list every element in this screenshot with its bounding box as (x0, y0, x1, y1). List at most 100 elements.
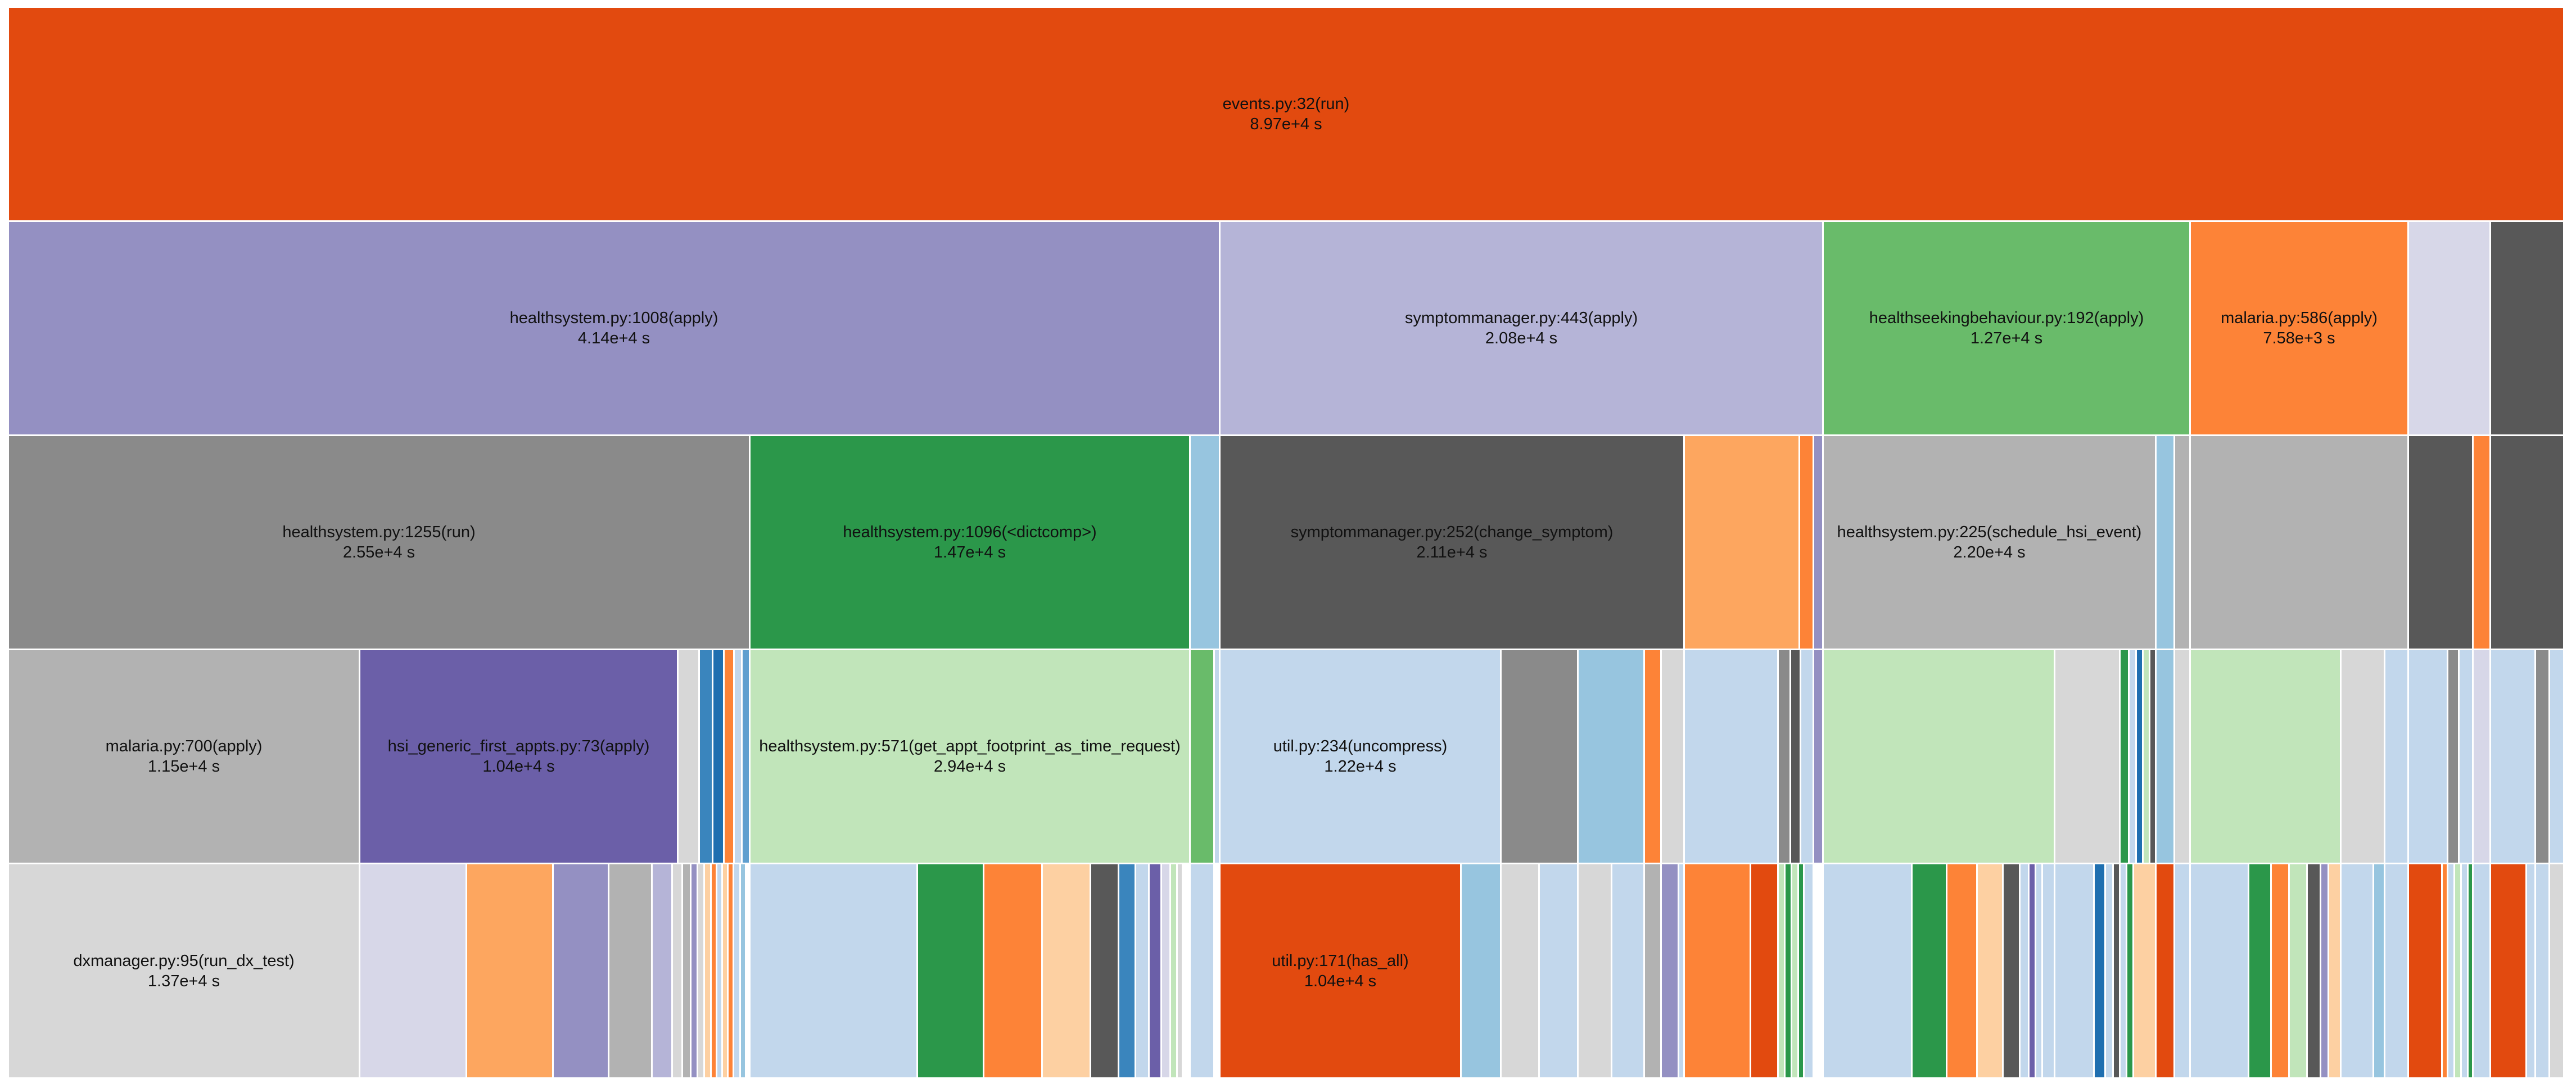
cell-unlabeled[interactable] (2491, 222, 2565, 436)
cell-unlabeled[interactable] (2043, 864, 2055, 1079)
cell-unlabeled[interactable] (2385, 864, 2409, 1079)
cell-unlabeled[interactable] (2030, 864, 2036, 1079)
cell-unlabeled[interactable] (2127, 864, 2134, 1079)
cell-unlabeled[interactable] (2191, 864, 2249, 1079)
cell-unlabeled[interactable] (2157, 650, 2175, 864)
cell-unlabeled[interactable] (1814, 436, 1824, 650)
cell-unlabeled[interactable] (723, 864, 729, 1079)
cell-unlabeled[interactable] (1792, 864, 1799, 1079)
cell-unlabeled[interactable] (2134, 864, 2157, 1079)
cell-unlabeled[interactable] (2443, 864, 2448, 1079)
cell-unlabeled[interactable] (984, 864, 1043, 1079)
cell-unlabeled[interactable] (1786, 864, 1792, 1079)
cell-unlabeled[interactable] (1685, 650, 1779, 864)
cell-unlabeled[interactable] (1645, 864, 1662, 1079)
cell-unlabeled[interactable] (735, 650, 743, 864)
cell-unlabeled[interactable] (1779, 650, 1791, 864)
cell-unlabeled[interactable] (467, 864, 554, 1079)
cell-unlabeled[interactable] (2329, 864, 2342, 1079)
cell-unlabeled[interactable] (679, 650, 700, 864)
cell-unlabeled[interactable] (712, 864, 717, 1079)
cell-unlabeled[interactable] (1799, 864, 1805, 1079)
cell-unlabeled[interactable] (1612, 864, 1645, 1079)
cell-unlabeled[interactable] (554, 864, 609, 1079)
cell-unlabeled[interactable] (1136, 864, 1150, 1079)
cell-unlabeled[interactable] (2144, 650, 2150, 864)
cell-unlabeled[interactable] (1183, 864, 1191, 1079)
cell-unlabeled[interactable] (1805, 864, 1814, 1079)
cell-unlabeled[interactable] (2157, 864, 2175, 1079)
cell-unlabeled[interactable] (1215, 864, 1221, 1079)
cell-unlabeled[interactable] (2106, 864, 2114, 1079)
cell-unlabeled[interactable] (1579, 650, 1645, 864)
cell-unlabeled[interactable] (1540, 864, 1579, 1079)
cell-unlabeled[interactable] (1191, 436, 1221, 650)
cell-unlabeled[interactable] (1119, 864, 1136, 1079)
cell-unlabeled[interactable] (1685, 436, 1800, 650)
cell-unlabeled[interactable] (2342, 650, 2385, 864)
cell-unlabeled[interactable] (1645, 650, 1662, 864)
cell-unlabeled[interactable] (1751, 864, 1779, 1079)
cell-unlabeled[interactable] (734, 864, 741, 1079)
cell-healthsystem-dictcomp[interactable]: healthsystem.py:1096(<dictcomp>) 1.47e+4… (751, 436, 1191, 650)
cell-unlabeled[interactable] (2469, 864, 2474, 1079)
cell-unlabeled[interactable] (1162, 864, 1171, 1079)
cell-unlabeled[interactable] (1824, 864, 1913, 1079)
cell-unlabeled[interactable] (2191, 436, 2409, 650)
cell-unlabeled[interactable] (2550, 864, 2565, 1079)
cell-unlabeled[interactable] (1462, 864, 1502, 1079)
cell-unlabeled[interactable] (725, 650, 735, 864)
cell-unlabeled[interactable] (1800, 436, 1814, 650)
cell-unlabeled[interactable] (2004, 864, 2021, 1079)
cell-healthseekingbehaviour-apply[interactable]: healthseekingbehaviour.py:192(apply) 1.2… (1824, 222, 2191, 436)
cell-symptommanager-change-symptom[interactable]: symptommanager.py:252(change_symptom) 2.… (1221, 436, 1685, 650)
cell-malaria-700-apply[interactable]: malaria.py:700(apply) 1.15e+4 s (9, 650, 360, 864)
cell-unlabeled[interactable] (2055, 650, 2121, 864)
cell-unlabeled[interactable] (741, 864, 747, 1079)
cell-unlabeled[interactable] (1043, 864, 1091, 1079)
cell-unlabeled[interactable] (673, 864, 683, 1079)
cell-unlabeled[interactable] (2409, 436, 2474, 650)
cell-healthsystem-get-appt-footprint[interactable]: healthsystem.py:571(get_appt_footprint_a… (751, 650, 1191, 864)
cell-unlabeled[interactable] (2491, 650, 2536, 864)
cell-unlabeled[interactable] (2409, 650, 2448, 864)
cell-unlabeled[interactable] (2474, 436, 2491, 650)
cell-unlabeled[interactable] (1814, 864, 1824, 1079)
cell-malaria-apply[interactable]: malaria.py:586(apply) 7.58e+3 s (2191, 222, 2409, 436)
cell-healthsystem-apply[interactable]: healthsystem.py:1008(apply) 4.14e+4 s (9, 222, 1221, 436)
cell-unlabeled[interactable] (700, 650, 713, 864)
cell-unlabeled[interactable] (653, 864, 673, 1079)
cell-unlabeled[interactable] (751, 864, 918, 1079)
cell-unlabeled[interactable] (1685, 864, 1751, 1079)
cell-unlabeled[interactable] (698, 864, 705, 1079)
cell-unlabeled[interactable] (2409, 864, 2443, 1079)
cell-unlabeled[interactable] (1947, 864, 1978, 1079)
cell-unlabeled[interactable] (2491, 864, 2527, 1079)
cell-unlabeled[interactable] (2460, 650, 2474, 864)
cell-unlabeled[interactable] (1791, 650, 1801, 864)
cell-unlabeled[interactable] (1191, 650, 1215, 864)
cell-unlabeled[interactable] (2491, 436, 2565, 650)
cell-unlabeled[interactable] (1824, 650, 2055, 864)
cell-unlabeled[interactable] (1502, 650, 1579, 864)
cell-healthsystem-run[interactable]: healthsystem.py:1255(run) 2.55e+4 s (9, 436, 751, 650)
cell-unlabeled[interactable] (1191, 864, 1215, 1079)
cell-unlabeled[interactable] (2114, 864, 2121, 1079)
cell-unlabeled[interactable] (2448, 650, 2460, 864)
cell-unlabeled[interactable] (2550, 650, 2565, 864)
cell-unlabeled[interactable] (2536, 650, 2550, 864)
cell-unlabeled[interactable] (2448, 864, 2455, 1079)
cell-unlabeled[interactable] (2175, 650, 2191, 864)
cell-unlabeled[interactable] (2150, 650, 2157, 864)
cell-unlabeled[interactable] (2137, 650, 2144, 864)
cell-unlabeled[interactable] (2249, 864, 2272, 1079)
cell-util-uncompress[interactable]: util.py:234(uncompress) 1.22e+4 s (1221, 650, 1502, 864)
cell-unlabeled[interactable] (2474, 650, 2491, 864)
cell-unlabeled[interactable] (2462, 864, 2469, 1079)
cell-unlabeled[interactable] (360, 864, 467, 1079)
cell-unlabeled[interactable] (609, 864, 653, 1079)
cell-unlabeled[interactable] (2175, 436, 2191, 650)
cell-unlabeled[interactable] (1814, 650, 1824, 864)
cell-unlabeled[interactable] (713, 650, 725, 864)
cell-unlabeled[interactable] (747, 864, 751, 1079)
